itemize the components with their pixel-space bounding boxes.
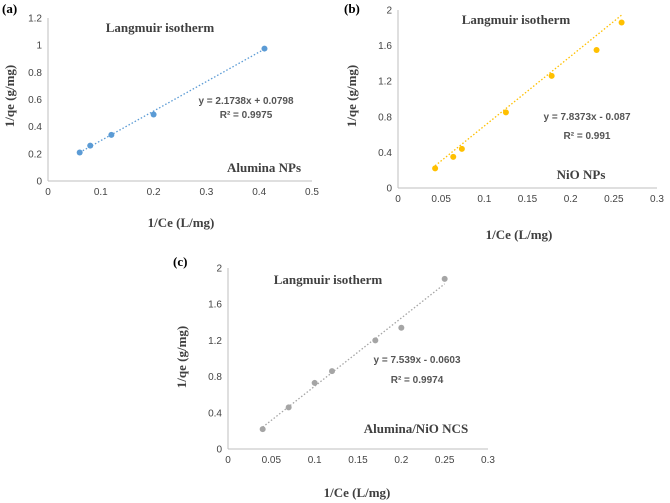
data-point [372, 337, 379, 344]
x-axis-label: 1/Ce (L/mg) [148, 215, 215, 230]
panel-b: (b) Langmuir isotherm NiO NPs y = 7.8373… [344, 1, 664, 242]
x-axis-label: 1/Ce (L/mg) [324, 485, 391, 500]
data-point [502, 109, 509, 116]
x-tick-label: 0 [225, 455, 231, 466]
y-tick-label: 1.2 [208, 336, 222, 347]
x-tick-label: 0.1 [308, 455, 322, 466]
x-tick-label: 0.3 [199, 187, 213, 198]
data-point [76, 149, 83, 156]
data-point [593, 47, 600, 54]
x-tick-label: 0.3 [481, 455, 495, 466]
x-tick-label: 0.4 [252, 187, 266, 198]
chart-title: Langmuir isotherm [106, 20, 215, 35]
sample-annotation: Alumina/NiO NCS [364, 421, 468, 436]
trendline-equation: y = 2.1738x + 0.0798 [198, 96, 294, 107]
x-tick-label: 0.2 [147, 187, 161, 198]
x-tick-label: 0.25 [435, 455, 455, 466]
data-point [108, 131, 115, 138]
y-tick-label: 2 [386, 6, 392, 17]
data-point [285, 404, 292, 411]
r-squared: R² = 0.9975 [220, 110, 273, 121]
data-point [618, 19, 625, 26]
y-tick-label: 1.6 [208, 300, 222, 311]
sample-annotation: NiO NPs [557, 167, 606, 182]
data-point [398, 324, 405, 331]
panel-label: (b) [344, 1, 360, 16]
data-point [458, 145, 465, 152]
x-tick-label: 0.1 [477, 194, 491, 205]
y-axis-label: 1/qe (g/mg) [174, 326, 189, 388]
y-tick-label: 1 [36, 41, 42, 52]
trendline-equation: y = 7.8373x - 0.087 [543, 112, 630, 123]
data-point [441, 275, 448, 282]
data-point [311, 379, 318, 386]
x-tick-label: 0.15 [348, 455, 368, 466]
data-point [261, 45, 268, 52]
chart-title: Langmuir isotherm [274, 272, 383, 287]
x-tick-label: 0.05 [431, 194, 451, 205]
y-tick-label: 1.2 [28, 14, 42, 25]
y-tick-label: 0.4 [28, 122, 42, 133]
data-point [450, 153, 457, 160]
x-tick-label: 0.2 [394, 455, 408, 466]
y-tick-label: 0.8 [28, 68, 42, 79]
y-tick-label: 0.6 [28, 95, 42, 106]
data-point [329, 368, 335, 375]
y-tick-label: 0.8 [208, 372, 222, 383]
x-tick-label: 0.05 [262, 455, 282, 466]
trendline-equation: y = 7.539x - 0.0603 [373, 355, 460, 366]
y-tick-label: 1.2 [378, 77, 392, 88]
data-point [259, 426, 266, 433]
data-point [548, 72, 555, 79]
y-tick-label: 0.2 [28, 149, 42, 160]
panel-c: (c) Langmuir isotherm Alumina/NiO NCS y … [173, 254, 495, 500]
x-tick-label: 0 [395, 194, 401, 205]
x-axis-label: 1/Ce (L/mg) [486, 227, 553, 242]
panel-label: (c) [173, 254, 187, 269]
x-tick-label: 0.3 [650, 194, 664, 205]
x-tick-label: 0.2 [564, 194, 578, 205]
y-axis-label: 1/qe (g/mg) [344, 65, 359, 127]
r-squared: R² = 0.991 [564, 131, 611, 142]
x-tick-label: 0.15 [518, 194, 538, 205]
y-tick-label: 0 [36, 177, 42, 188]
sample-annotation: Alumina NPs [227, 160, 301, 175]
chart-title: Langmuir isotherm [462, 12, 571, 27]
data-point [87, 142, 94, 149]
x-tick-label: 0.1 [94, 187, 108, 198]
data-point [150, 111, 157, 118]
y-tick-label: 0.4 [378, 148, 392, 159]
panel-label: (a) [2, 1, 17, 16]
x-tick-label: 0.25 [604, 194, 624, 205]
y-tick-label: 0.4 [208, 408, 222, 419]
trendline [262, 283, 446, 428]
data-point [432, 165, 439, 172]
y-tick-label: 2 [216, 264, 222, 275]
y-axis-label: 1/qe (g/mg) [2, 65, 17, 127]
y-tick-label: 0 [216, 445, 222, 456]
x-tick-label: 0 [45, 187, 51, 198]
trendline [434, 14, 623, 167]
y-tick-label: 0.8 [378, 112, 392, 123]
y-tick-label: 1.6 [378, 41, 392, 52]
panel-a: (a) Langmuir isotherm Alumina NPs y = 2.… [2, 1, 319, 230]
x-tick-label: 0.5 [305, 187, 319, 198]
y-tick-label: 0 [386, 184, 392, 195]
r-squared: R² = 0.9974 [391, 375, 444, 386]
